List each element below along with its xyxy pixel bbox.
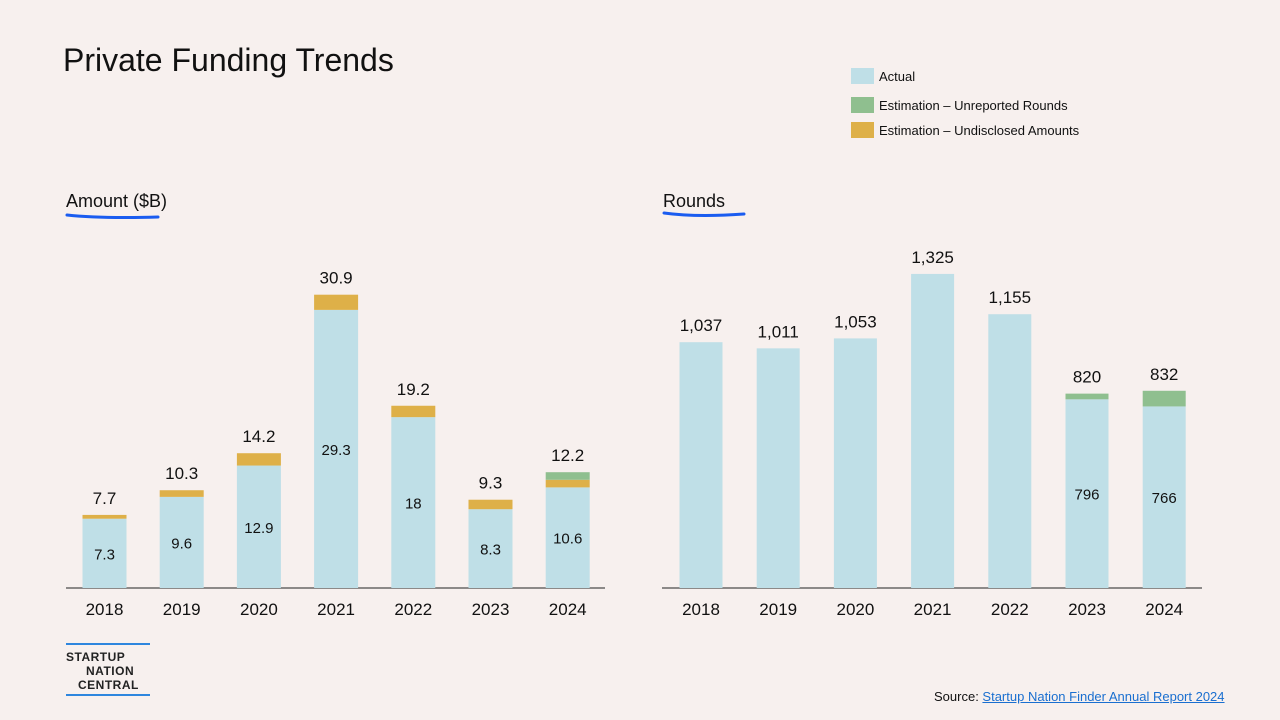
amount-category-label-2022: 2022	[394, 600, 432, 619]
amount-bar-2018-actual	[82, 518, 127, 588]
amount-bar-2023-estimation-undisclosed-amounts	[468, 499, 513, 510]
amount-total-label-2021: 30.9	[320, 269, 353, 288]
rounds-bar-2019-actual	[756, 348, 800, 588]
rounds-category-label-2024: 2024	[1145, 600, 1183, 619]
amount-total-label-2020: 14.2	[242, 427, 275, 446]
logo-line-3: CENTRAL	[78, 678, 139, 692]
rounds-category-label-2019: 2019	[759, 600, 797, 619]
rounds-category-label-2021: 2021	[914, 600, 952, 619]
page-title: Private Funding Trends	[63, 42, 394, 78]
amount-category-label-2020: 2020	[240, 600, 278, 619]
legend-label-actual: Actual	[879, 69, 916, 84]
amount-category-label-2023: 2023	[472, 600, 510, 619]
amount-category-label-2018: 2018	[86, 600, 124, 619]
amount-bar-2024-estimation-undisclosed-amounts	[545, 479, 590, 488]
amount-category-label-2019: 2019	[163, 600, 201, 619]
amount-bar-2024-estimation-unreported-rounds	[545, 472, 590, 480]
amount-bar-2019-actual	[159, 496, 204, 588]
amount-actual-label-2022: 18	[405, 496, 422, 513]
amount-actual-label-2020: 12.9	[244, 520, 273, 537]
rounds-category-label-2018: 2018	[682, 600, 720, 619]
rounds-category-label-2023: 2023	[1068, 600, 1106, 619]
amount-actual-label-2018: 7.3	[94, 546, 115, 563]
rounds-category-label-2020: 2020	[836, 600, 874, 619]
rounds-actual-label-2023: 796	[1074, 487, 1099, 504]
rounds-total-label-2021: 1,325	[911, 248, 954, 267]
amount-bar-2023-actual	[468, 509, 513, 588]
legend-label-undisclosed-amounts: Estimation – Undisclosed Amounts	[879, 123, 1080, 138]
legend-swatch-unreported-rounds	[851, 97, 874, 113]
rounds-bar-2022-actual	[988, 314, 1032, 588]
logo-top-rule	[66, 643, 150, 645]
amount-total-label-2022: 19.2	[397, 380, 430, 399]
amount-bar-2019-estimation-undisclosed-amounts	[159, 490, 204, 497]
amount-bar-2021-actual	[314, 309, 359, 588]
rounds-bar-2023-actual	[1065, 399, 1109, 588]
rounds-bar-2020-actual	[833, 338, 877, 588]
amount-total-label-2019: 10.3	[165, 464, 198, 483]
source-link[interactable]: Startup Nation Finder Annual Report 2024	[982, 689, 1225, 704]
amount-actual-label-2023: 8.3	[480, 542, 501, 559]
startup-nation-central-logo: STARTUP NATION CENTRAL	[66, 643, 150, 696]
legend-swatch-undisclosed-amounts	[851, 122, 874, 138]
rounds-total-label-2018: 1,037	[680, 316, 723, 335]
source-note: Source: Startup Nation Finder Annual Rep…	[934, 689, 1225, 704]
rounds-bar-2023-estimation-unreported-rounds	[1065, 393, 1109, 400]
legend-label-unreported-rounds: Estimation – Unreported Rounds	[879, 98, 1068, 113]
amount-bar-2018-estimation-undisclosed-amounts	[82, 514, 127, 519]
amount-bar-2024-actual	[545, 487, 590, 588]
amount-actual-label-2021: 29.3	[321, 442, 350, 459]
rounds-bar-2018-actual	[679, 342, 723, 588]
rounds-actual-label-2024: 766	[1152, 490, 1177, 507]
legend-swatch-actual	[851, 68, 874, 84]
amount-total-label-2023: 9.3	[479, 474, 503, 493]
logo-bottom-rule	[66, 694, 150, 696]
amount-chart-title: Amount ($B)	[66, 191, 168, 211]
logo-line-1: STARTUP	[66, 650, 126, 664]
amount-category-label-2024: 2024	[549, 600, 587, 619]
amount-category-label-2021: 2021	[317, 600, 355, 619]
logo-line-2: NATION	[86, 664, 135, 678]
amount-bar-2020-actual	[236, 465, 281, 588]
rounds-title-underline	[662, 211, 746, 217]
amount-bar-2022-estimation-undisclosed-amounts	[391, 405, 436, 418]
amount-actual-label-2024: 10.6	[553, 531, 582, 548]
rounds-total-label-2020: 1,053	[834, 312, 877, 331]
amount-bar-2022-actual	[391, 417, 436, 588]
rounds-bar-2024-actual	[1142, 406, 1186, 588]
rounds-total-label-2022: 1,155	[989, 288, 1032, 307]
amount-bar-2020-estimation-undisclosed-amounts	[236, 453, 281, 466]
amount-title-underline	[65, 213, 160, 220]
rounds-total-label-2023: 820	[1073, 368, 1101, 387]
amount-bar-2021-estimation-undisclosed-amounts	[314, 294, 359, 310]
amount-actual-label-2019: 9.6	[171, 535, 192, 552]
rounds-chart-title: Rounds	[663, 191, 726, 211]
amount-total-label-2024: 12.2	[551, 446, 584, 465]
rounds-total-label-2024: 832	[1150, 365, 1178, 384]
amount-total-label-2018: 7.7	[93, 489, 117, 508]
rounds-bar-2024-estimation-unreported-rounds	[1142, 390, 1186, 407]
rounds-category-label-2022: 2022	[991, 600, 1029, 619]
source-prefix: Source:	[934, 689, 983, 704]
rounds-bar-2021-actual	[911, 273, 955, 588]
rounds-total-label-2019: 1,011	[758, 322, 799, 341]
